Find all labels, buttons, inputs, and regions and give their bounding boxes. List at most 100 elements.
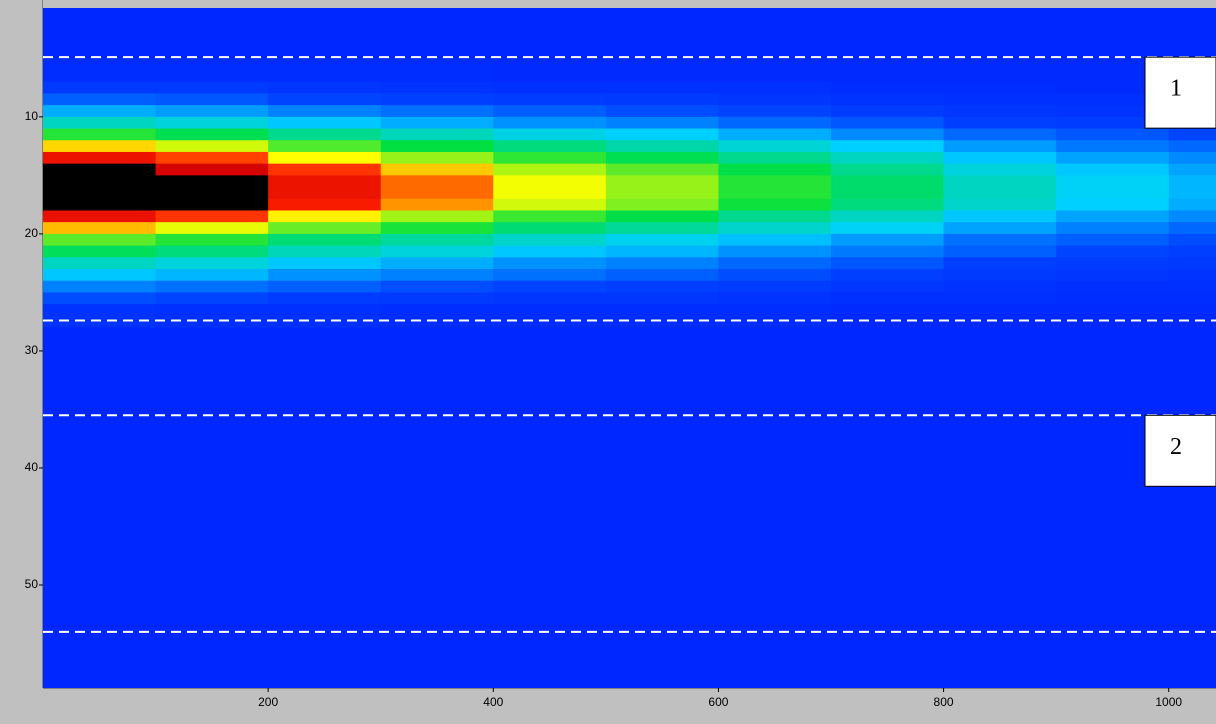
- annotation-box: [1144, 56, 1216, 129]
- heat-cell: [831, 292, 945, 305]
- y-tick-label: 10: [25, 109, 39, 123]
- heat-cell: [43, 304, 157, 329]
- heat-cell: [1056, 81, 1170, 94]
- heat-cell: [605, 292, 719, 305]
- heat-cell: [493, 175, 607, 188]
- heat-cell: [493, 151, 607, 165]
- heat-cell: [605, 175, 719, 188]
- heat-cell: [1056, 187, 1170, 200]
- y-tick-label: 20: [25, 226, 39, 240]
- heat-cell: [943, 292, 1057, 305]
- heat-cell: [380, 268, 494, 282]
- heat-cell: [1168, 163, 1216, 176]
- heat-cell: [155, 163, 269, 176]
- heat-cell: [155, 175, 269, 188]
- heat-cell: [268, 163, 382, 176]
- heat-cell: [155, 105, 269, 118]
- heat-cell: [1168, 151, 1216, 165]
- heat-cell: [831, 245, 945, 258]
- heat-cell: [943, 222, 1057, 235]
- heat-cell: [605, 280, 719, 293]
- heat-cell: [43, 105, 157, 118]
- heat-cell: [155, 304, 269, 329]
- heat-cell: [718, 58, 832, 83]
- heat-cell: [380, 81, 494, 94]
- heat-cell: [1056, 304, 1170, 329]
- heat-cell: [268, 140, 382, 153]
- heat-cell: [1056, 175, 1170, 188]
- heat-cell: [268, 151, 382, 165]
- heat-cell: [1056, 268, 1170, 282]
- heat-cell: [155, 198, 269, 211]
- heat-cell: [605, 151, 719, 165]
- heat-cell: [943, 140, 1057, 153]
- heat-cell: [943, 93, 1057, 106]
- heat-cell: [268, 304, 382, 329]
- heat-cell: [268, 245, 382, 258]
- heat-cell: [718, 8, 832, 59]
- heat-cell: [718, 245, 832, 258]
- heat-cell: [268, 8, 382, 59]
- heat-cell: [268, 233, 382, 247]
- heat-cell: [1168, 280, 1216, 293]
- heat-cell: [605, 222, 719, 235]
- heat-cell: [1056, 58, 1170, 83]
- heat-cell: [605, 140, 719, 153]
- heat-cell: [43, 187, 157, 200]
- heat-cell: [831, 151, 945, 165]
- heat-cell: [493, 105, 607, 118]
- heat-cell: [380, 292, 494, 305]
- heat-cell: [155, 292, 269, 305]
- heat-cell: [380, 245, 494, 258]
- heat-cell: [43, 93, 157, 106]
- heat-cell: [943, 151, 1057, 165]
- heat-cell: [718, 81, 832, 94]
- heat-cell: [943, 327, 1057, 689]
- heat-cell: [718, 210, 832, 223]
- heat-cell: [380, 8, 494, 59]
- x-tick-label: 1000: [1155, 695, 1182, 709]
- heat-cell: [1056, 292, 1170, 305]
- heat-cell: [943, 163, 1057, 176]
- heat-cell: [493, 245, 607, 258]
- heat-cell: [155, 257, 269, 270]
- annotation-label: 1: [1170, 76, 1182, 102]
- heat-cell: [1056, 93, 1170, 106]
- heat-cell: [155, 140, 269, 153]
- heat-cell: [493, 58, 607, 83]
- heat-cell: [831, 116, 945, 130]
- heat-cell: [155, 187, 269, 200]
- heat-cell: [43, 151, 157, 165]
- heat-cell: [493, 93, 607, 106]
- heat-cell: [43, 292, 157, 305]
- heat-cell: [155, 280, 269, 293]
- heat-cell: [943, 210, 1057, 223]
- heat-cell: [380, 163, 494, 176]
- heat-cell: [1168, 257, 1216, 270]
- heat-cell: [943, 128, 1057, 141]
- heat-cell: [493, 128, 607, 141]
- heat-cell: [380, 140, 494, 153]
- heat-cell: [831, 327, 945, 689]
- heat-cell: [1056, 222, 1170, 235]
- heat-cell: [493, 198, 607, 211]
- heat-cell: [1056, 105, 1170, 118]
- heat-cell: [831, 105, 945, 118]
- heat-cell: [1168, 140, 1216, 153]
- heat-cell: [718, 151, 832, 165]
- heat-cell: [1056, 280, 1170, 293]
- heat-cell: [380, 304, 494, 329]
- heat-cell: [1056, 140, 1170, 153]
- heat-cell: [493, 81, 607, 94]
- heat-cell: [718, 93, 832, 106]
- heat-cell: [605, 233, 719, 247]
- heat-cell: [718, 198, 832, 211]
- heat-cell: [380, 151, 494, 165]
- heat-cell: [943, 175, 1057, 188]
- heat-cell: [1168, 210, 1216, 223]
- heat-cell: [268, 198, 382, 211]
- heat-cell: [605, 105, 719, 118]
- heat-cell: [1056, 116, 1170, 130]
- heat-cell: [43, 81, 157, 94]
- heat-cell: [43, 175, 157, 188]
